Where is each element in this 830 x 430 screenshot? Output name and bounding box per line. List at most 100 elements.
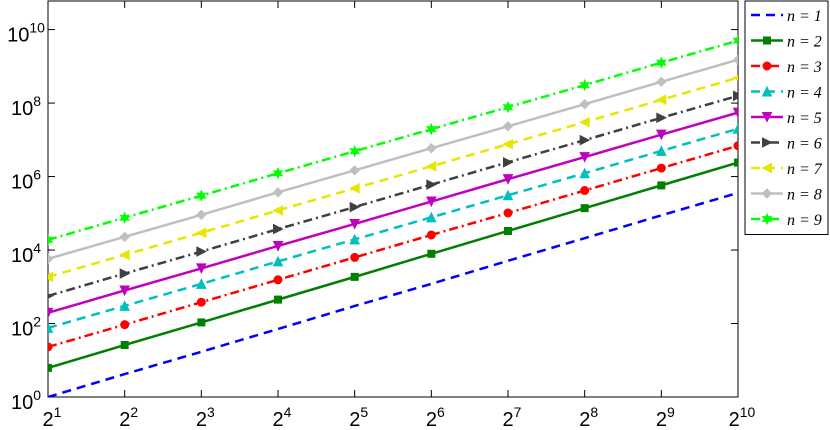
series xyxy=(48,141,738,352)
y-tick-label: 104 xyxy=(11,240,41,267)
marker xyxy=(119,285,130,297)
marker xyxy=(656,76,667,87)
marker xyxy=(426,230,436,240)
y-tick-label: 102 xyxy=(11,314,41,341)
x-tick-label-exponent: 9 xyxy=(667,404,675,420)
marker xyxy=(656,163,666,173)
x-tick-label: 26 xyxy=(426,404,445,430)
x-tick-label: 24 xyxy=(273,404,292,430)
marker xyxy=(350,272,359,281)
series xyxy=(48,107,738,319)
marker xyxy=(761,212,773,226)
legend-label: n = 1 xyxy=(787,8,822,25)
marker xyxy=(655,94,667,106)
marker xyxy=(119,268,131,279)
marker xyxy=(120,320,130,330)
plot-frame xyxy=(47,0,739,398)
y-tick-label-exponent: 6 xyxy=(33,167,41,183)
y-tick-label-base: 10 xyxy=(11,245,33,267)
y-tick-label-base: 10 xyxy=(11,319,33,341)
y-tick-label: 108 xyxy=(11,93,41,120)
legend-label: n = 8 xyxy=(787,187,822,204)
marker xyxy=(349,233,360,245)
y-tick-label-base: 10 xyxy=(11,98,33,120)
marker xyxy=(761,162,772,174)
x-tick-label-base: 2 xyxy=(349,409,360,430)
x-tick-label-base: 2 xyxy=(579,409,590,430)
legend-label: n = 2 xyxy=(787,34,822,51)
x-tick-label-exponent: 2 xyxy=(130,404,138,420)
marker xyxy=(580,186,590,196)
marker xyxy=(762,61,772,71)
marker xyxy=(579,98,590,110)
marker xyxy=(761,112,773,123)
series xyxy=(48,74,738,283)
marker xyxy=(48,363,52,372)
marker xyxy=(655,56,667,69)
line xyxy=(48,94,738,298)
marker xyxy=(196,263,207,275)
x-tick-label: 29 xyxy=(656,404,675,430)
x-tick-label-exponent: 7 xyxy=(514,404,522,420)
line xyxy=(48,58,738,261)
x-tick-label-exponent: 3 xyxy=(207,404,215,420)
marker xyxy=(761,85,773,97)
marker xyxy=(656,129,667,141)
x-tick-label-base: 2 xyxy=(656,409,667,430)
line xyxy=(48,39,738,241)
y-tick-label-exponent: 8 xyxy=(33,93,41,109)
x-tick-label-base: 2 xyxy=(426,409,437,430)
marker xyxy=(425,161,437,172)
line xyxy=(48,161,738,370)
marker xyxy=(732,74,738,81)
marker xyxy=(762,137,773,148)
y-tick-label: 1010 xyxy=(7,20,45,47)
marker xyxy=(272,187,284,198)
marker xyxy=(425,122,437,136)
x-tick-label-base: 2 xyxy=(729,409,740,430)
line xyxy=(48,144,738,349)
legend-label: n = 9 xyxy=(787,212,822,229)
x-tick-label-base: 2 xyxy=(119,409,130,430)
marker xyxy=(120,341,129,350)
marker xyxy=(119,231,130,243)
x-tick-label: 25 xyxy=(349,404,368,430)
x-tick-label-exponent: 1 xyxy=(54,404,62,420)
x-tick-label-base: 2 xyxy=(196,409,207,430)
marker xyxy=(196,246,207,257)
x-tick-label-exponent: 6 xyxy=(437,404,445,420)
marker xyxy=(119,211,131,224)
marker xyxy=(502,189,514,201)
marker xyxy=(197,318,206,327)
y-tick-label-exponent: 0 xyxy=(33,387,41,403)
marker xyxy=(579,167,590,179)
marker xyxy=(656,145,667,156)
marker xyxy=(196,209,207,220)
marker xyxy=(195,227,207,239)
y-tick-label: 106 xyxy=(11,167,41,194)
legend-label: n = 4 xyxy=(787,85,822,102)
series xyxy=(48,158,738,372)
marker xyxy=(734,158,738,167)
marker xyxy=(272,255,284,267)
marker xyxy=(48,322,54,333)
marker xyxy=(502,121,514,132)
x-tick-label-exponent: 4 xyxy=(284,404,292,420)
x-tick-label-exponent: 5 xyxy=(360,404,368,420)
marker xyxy=(349,165,360,176)
marker xyxy=(502,100,514,114)
marker xyxy=(503,156,514,168)
marker xyxy=(503,208,513,218)
marker xyxy=(579,116,590,128)
marker xyxy=(427,249,436,258)
legend-label: n = 7 xyxy=(787,161,823,178)
series xyxy=(48,34,738,247)
marker xyxy=(196,297,206,307)
marker xyxy=(502,174,514,185)
x-tick-label-base: 2 xyxy=(503,409,514,430)
marker xyxy=(48,342,53,352)
marker xyxy=(273,223,284,235)
x-tick-label: 23 xyxy=(196,404,215,430)
marker xyxy=(426,196,437,208)
legend-label: n = 6 xyxy=(787,136,822,153)
